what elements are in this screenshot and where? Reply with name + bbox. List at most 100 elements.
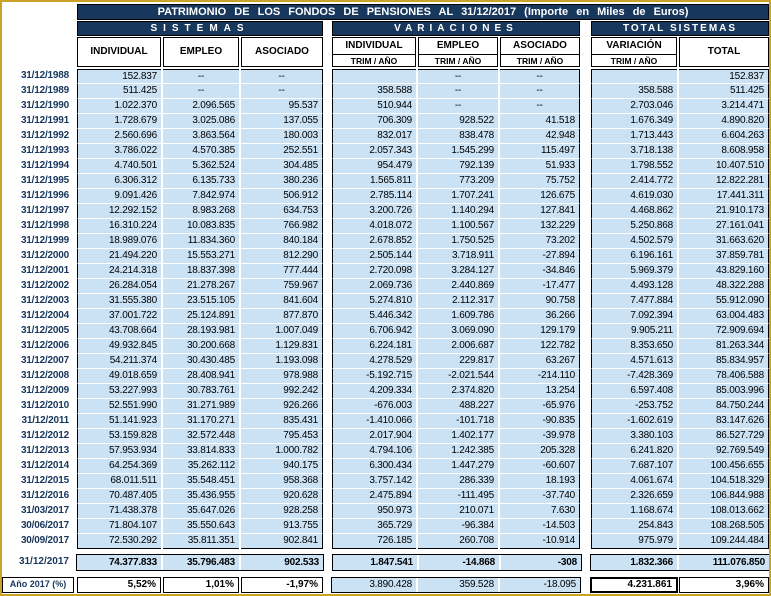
data-cell: 5.446.342 [332,309,416,324]
summary-individual: 74.377.833 [77,555,161,570]
summary-row: 31/12/2017 74.377.833 35.796.483 902.533… [2,554,769,571]
data-cell: 812.290 [241,249,323,264]
data-cell: 57.953.934 [77,444,161,459]
summary-var-empleo: -14.868 [419,555,499,570]
data-cell: 4.794.106 [332,444,416,459]
column-header-label: EMPLEO [179,46,223,57]
data-cell: 36.266 [500,309,580,324]
data-cell: 28.408.941 [163,369,239,384]
table-row: 31/12/2002 26.284.054 21.278.267 759.967 2.0… [2,279,769,294]
row-date: 31/12/2009 [20,385,69,396]
data-cell: 205.328 [500,444,580,459]
column-header-empleo: EMPLEO [163,37,239,67]
data-cell: -- [241,84,323,99]
table-row: 30/09/2017 72.530.292 35.811.351 902.841 726… [2,534,769,549]
data-cell: -- [418,84,498,99]
data-cell: 840.184 [241,234,323,249]
data-cell: 2.057.343 [332,144,416,159]
data-cell: 3.718.911 [418,249,498,264]
data-cell: 254.843 [591,519,677,534]
table-row: 31/12/2005 43.708.664 28.193.981 1.007.049 6… [2,324,769,339]
data-cell: 27.161.041 [679,219,769,234]
data-cell: 1.007.049 [241,324,323,339]
annual-var-empleo: 359.528 [418,578,498,592]
annual-var-asociado: -18.095 [500,578,580,592]
corner-spacer [2,4,74,20]
data-cell: 3.786.022 [77,144,161,159]
data-cell: 115.497 [500,144,580,159]
data-cell: 1.242.385 [418,444,498,459]
data-cell: 52.551.990 [77,399,161,414]
table-row: 31/12/1996 9.091.426 7.842.974 506.912 2.785… [2,189,769,204]
data-cell: 954.479 [332,159,416,174]
data-cell: 33.814.833 [163,444,239,459]
table-row: 31/12/2007 54.211.374 30.430.485 1.193.098 4… [2,354,769,369]
data-cell: -111.495 [418,489,498,504]
data-cell: 2.505.144 [332,249,416,264]
data-cell: 2.414.772 [591,174,677,189]
row-date: 31/12/2016 [20,490,69,501]
data-cell: 16.310.224 [77,219,161,234]
summary-var-asociado: -308 [501,555,581,570]
data-cell: 4.502.579 [591,234,677,249]
row-date: 31/12/1989 [20,85,69,96]
data-cell: 127.841 [500,204,580,219]
column-header-sublabel: TRIM / AÑO [610,56,658,66]
annual-variacion-total: 4.231.861 [590,577,678,593]
data-cell: 109.244.484 [679,534,769,549]
table-row: 31/03/2017 71.438.378 35.647.026 928.258 950… [2,504,769,519]
data-cell: 35.548.451 [163,474,239,489]
data-cell: 832.017 [332,129,416,144]
data-cell: 31.555.380 [77,294,161,309]
data-cell: 926.266 [241,399,323,414]
data-cell [591,69,677,84]
row-date: 31/12/1995 [20,175,69,186]
data-cell: 1.545.299 [418,144,498,159]
data-cell: 5.362.524 [163,159,239,174]
column-header-var-individual: INDIVIDUAL TRIM / AÑO [332,37,416,67]
data-cell: 54.211.374 [77,354,161,369]
row-date: 31/12/1988 [20,70,69,81]
table-row: 31/12/2015 68.011.511 35.548.451 958.368 3.7… [2,474,769,489]
data-cell: 795.453 [241,429,323,444]
table-row: 31/12/1990 1.022.370 2.096.565 95.537 510.94… [2,99,769,114]
annual-pct-asociado: -1,97% [241,577,323,593]
group-header-variaciones: VARIACIONES [332,21,580,36]
data-cell: -17.477 [500,279,580,294]
data-cell: 2.006.687 [418,339,498,354]
data-cell: 137.055 [241,114,323,129]
summary-asociado: 902.533 [241,555,323,570]
row-date: 31/12/2007 [20,355,69,366]
data-cell: 8.608.958 [679,144,769,159]
data-cell: 31.170.271 [163,414,239,429]
data-cell: 63.004.483 [679,309,769,324]
data-cell: 4.493.128 [591,279,677,294]
row-date: 31/12/1990 [20,100,69,111]
data-cell: 35.436.955 [163,489,239,504]
table-row: 31/12/1999 18.989.076 11.834.360 840.184 2.6… [2,234,769,249]
row-date: 31/12/1997 [20,205,69,216]
data-cell: -60.607 [500,459,580,474]
data-cell: 90.758 [500,294,580,309]
row-date: 31/12/2014 [20,460,69,471]
row-date: 31/12/2006 [20,340,69,351]
data-cell: 75.752 [500,174,580,189]
row-date: 31/12/2002 [20,280,69,291]
data-cell: 992.242 [241,384,323,399]
data-cell: 940.175 [241,459,323,474]
row-date: 31/12/2010 [20,400,69,411]
row-date: 31/12/1994 [20,160,69,171]
data-cell: 510.944 [332,99,416,114]
data-cell: 55.912.090 [679,294,769,309]
data-cell: 7.687.107 [591,459,677,474]
data-cell: 35.550.643 [163,519,239,534]
data-cell: 634.753 [241,204,323,219]
data-cell: 1.402.177 [418,429,498,444]
data-cell: 511.425 [679,84,769,99]
data-cell: 11.834.360 [163,234,239,249]
data-cell: -5.192.715 [332,369,416,384]
data-cell: -65.976 [500,399,580,414]
table-row: 30/06/2017 71.804.107 35.550.643 913.755 365… [2,519,769,534]
data-cell: 49.932.845 [77,339,161,354]
